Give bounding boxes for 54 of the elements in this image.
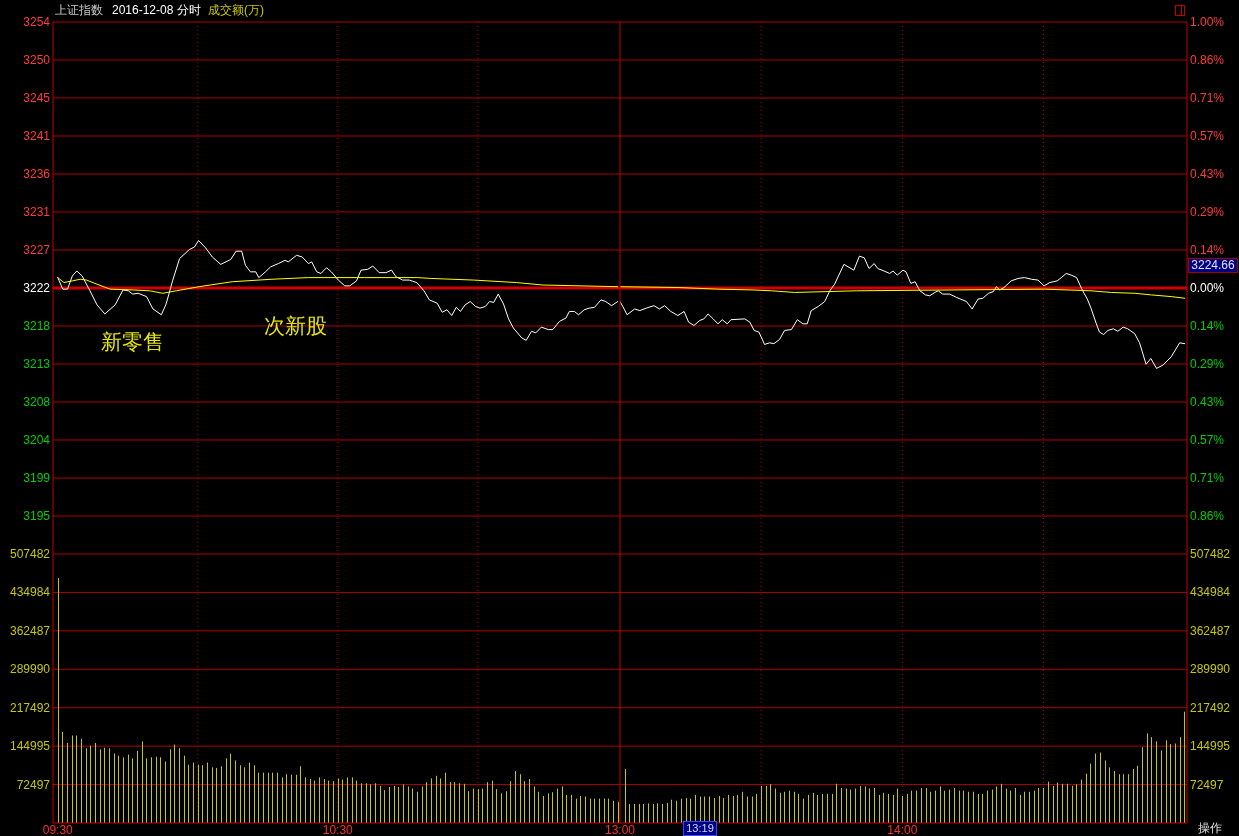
chart-title: 上证指数 <box>55 3 103 17</box>
y-tick-label: 3254 <box>23 15 51 29</box>
y2-tick-label: 0.29% <box>1190 205 1225 219</box>
y2-tick-label: 0.14% <box>1190 319 1225 334</box>
annotation: 新零售 <box>101 330 164 354</box>
y-tick-label: 217492 <box>9 700 51 715</box>
y2-tick-label: 0.14% <box>1190 242 1225 257</box>
y2-tick-label: 0.57% <box>1190 432 1225 447</box>
x-tick-label: 10:30 <box>322 823 354 836</box>
y2-tick-label: 0.57% <box>1190 129 1225 144</box>
y2-tick-label: 144995 <box>1190 739 1231 754</box>
y-tick-label: 3245 <box>23 90 51 105</box>
y2-tick-label: 0.29% <box>1190 357 1225 371</box>
annotation: 13:19 <box>683 821 717 836</box>
y2-tick-label: 0.00% <box>1190 281 1225 295</box>
y-tick-label: 3208 <box>23 395 51 410</box>
y-tick-label: 3204 <box>23 432 51 447</box>
text: 成交额(万) <box>208 3 264 17</box>
y2-tick-label: 362487 <box>1190 623 1231 638</box>
y-tick-label: 72497 <box>16 777 51 792</box>
y2-tick-label: 0.71% <box>1190 471 1225 485</box>
y-tick-label: 434984 <box>9 585 51 600</box>
y2-tick-label: 0.71% <box>1190 91 1225 105</box>
y-tick-label: 3231 <box>23 204 51 219</box>
y2-tick-label: 289990 <box>1190 662 1231 677</box>
y2-tick-label: 507482 <box>1190 547 1231 561</box>
y2-tick-label: 0.86% <box>1190 53 1225 68</box>
annotation: 次新股 <box>264 314 327 338</box>
y2-tick-label: 1.00% <box>1190 15 1225 29</box>
y-tick-label: 362487 <box>9 623 51 638</box>
y2-tick-label: 434984 <box>1190 585 1231 600</box>
y-tick-label: 3236 <box>23 166 51 181</box>
y-tick-label: 507482 <box>9 547 51 561</box>
x-tick-label: 14:00 <box>887 823 918 836</box>
y2-tick-label: 0.86% <box>1190 508 1225 523</box>
y-tick-label: 3222 <box>23 281 51 295</box>
y2-tick-label: 217492 <box>1190 700 1231 715</box>
x-tick-label: 09:30 <box>42 823 74 836</box>
text: 3224.66 <box>1188 258 1238 273</box>
y-tick-label: 3199 <box>23 471 51 486</box>
y-tick-label: 3241 <box>23 129 51 144</box>
chart-subtitle: 2016-12-08 分时 <box>112 3 201 17</box>
y2-tick-label: 0.43% <box>1190 395 1225 410</box>
y-tick-label: 3195 <box>23 509 51 524</box>
y2-tick-label: 72497 <box>1190 777 1224 792</box>
y-tick-label: 144995 <box>9 739 51 754</box>
text: 操作 <box>1198 821 1222 835</box>
y2-tick-label: 0.43% <box>1190 166 1225 181</box>
y-tick-label: 3218 <box>23 318 51 333</box>
y-tick-label: 3250 <box>23 52 51 67</box>
y-tick-label: 289990 <box>9 662 51 677</box>
y-tick-label: 3227 <box>23 243 51 258</box>
y-tick-label: 3213 <box>23 357 51 372</box>
x-tick-label: 13:00 <box>604 823 636 836</box>
